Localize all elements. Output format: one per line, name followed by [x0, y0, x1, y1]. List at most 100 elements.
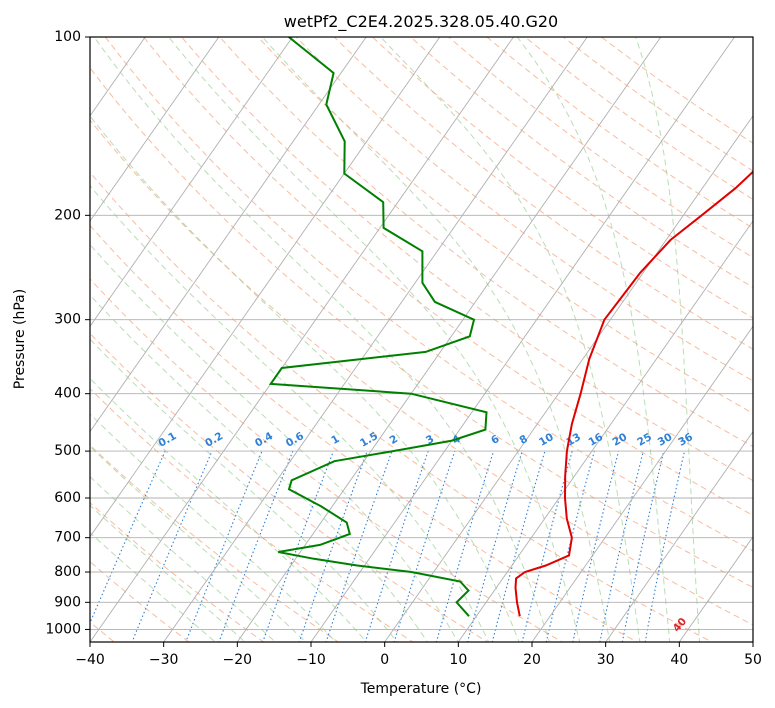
moist-adiabat-line	[90, 445, 307, 642]
dry-adiabats	[90, 37, 753, 642]
dry-adiabat-line	[90, 388, 414, 642]
dry-adiabat-line	[409, 37, 753, 289]
y-axis-label: Pressure (hPa)	[12, 289, 28, 389]
dry-adiabat-line	[447, 37, 753, 259]
dry-adiabat-line	[90, 444, 340, 642]
mixing-ratio-line	[466, 450, 523, 642]
temperature-profile-line	[514, 170, 753, 617]
x-tick-label: −10	[296, 652, 326, 668]
moist-adiabat-line	[90, 504, 246, 642]
mixing-ratio-line	[393, 450, 456, 642]
isotherm-line	[90, 37, 441, 538]
y-tick-label: 200	[54, 207, 81, 223]
moist-adiabat-line	[90, 413, 337, 642]
isotherm-line	[605, 430, 753, 642]
dry-adiabat-line	[90, 502, 265, 642]
mixing-ratio-lines	[90, 450, 686, 642]
dry-adiabat-line	[90, 119, 753, 626]
y-tick-label: 900	[54, 594, 81, 610]
dry-adiabat-line	[90, 278, 564, 642]
mixing-ratio-label: 0.1	[156, 430, 178, 450]
moist-adiabats	[90, 37, 701, 642]
sounding-series	[268, 37, 753, 617]
moist-adiabat-line	[168, 37, 581, 642]
isotherm-line	[90, 37, 293, 328]
dry-adiabat-line	[90, 560, 190, 642]
mixing-ratio-label: 1	[329, 433, 341, 447]
dry-adiabat-line	[333, 37, 753, 350]
isotherm-line	[678, 535, 753, 642]
mixing-ratio-label: 36	[676, 431, 695, 449]
isotherm-line	[0, 37, 72, 642]
moist-adiabat-line	[90, 243, 459, 642]
y-tick-label: 500	[54, 443, 81, 459]
mixing-ratio-label: 8	[518, 433, 530, 447]
dry-adiabat-line	[371, 37, 753, 319]
moist-adiabat-line	[90, 377, 367, 642]
y-tick-label: 1000	[45, 621, 81, 637]
chart-title: wetPf2_C2E4.2025.328.05.40.G20	[284, 12, 558, 32]
isotherm-line	[236, 37, 662, 642]
mixing-ratio-line	[325, 450, 393, 642]
x-tick-label: −40	[75, 652, 105, 668]
y-tick-label: 700	[54, 530, 81, 546]
x-tick-label: 40	[670, 652, 688, 668]
isotherms	[0, 37, 753, 642]
isotherm-line	[90, 37, 514, 642]
mixing-ratio-label: 20	[611, 431, 630, 449]
x-tick-label: −30	[149, 652, 179, 668]
pressure-gridlines	[90, 37, 753, 630]
x-tick-label: 50	[744, 652, 762, 668]
mixing-ratio-line	[298, 450, 368, 642]
x-tick-label: −20	[223, 652, 253, 668]
moist-adiabat-line	[379, 37, 641, 642]
dry-adiabat-line	[90, 224, 639, 642]
isotherm-line	[457, 220, 753, 642]
y-tick-label: 400	[54, 386, 81, 402]
dry-adiabat-line	[142, 37, 753, 516]
mixing-ratio-label: 25	[635, 431, 654, 449]
isotherm-line	[90, 37, 367, 433]
dry-adiabat-line	[90, 171, 713, 642]
moist-adiabat-line	[635, 37, 701, 642]
dry-adiabat-line	[219, 37, 753, 448]
x-tick-label: 20	[523, 652, 541, 668]
mixing-ratio-label: 16	[586, 431, 605, 449]
mixing-ratio-label: 6	[489, 433, 501, 447]
x-tick-label: 30	[597, 652, 615, 668]
moist-adiabat-line	[90, 476, 276, 642]
y-tick-label: 100	[54, 29, 81, 45]
y-tick-label: 800	[54, 564, 81, 580]
moist-adiabat-line	[516, 37, 671, 642]
x-tick-label: 10	[449, 652, 467, 668]
dry-adiabat-line	[295, 37, 753, 382]
plot-frame	[89, 36, 754, 643]
mixing-ratio-line	[435, 450, 495, 642]
dry-adiabat-line	[90, 332, 489, 642]
mixing-ratio-line	[131, 450, 213, 642]
dry-adiabat-line	[524, 37, 753, 200]
moist-adiabat-line	[93, 37, 550, 642]
x-axis-label: Temperature (°C)	[360, 681, 482, 697]
mixing-ratio-label: 0.2	[203, 430, 225, 450]
moist-adiabat-line	[90, 531, 216, 642]
y-tick-label: 300	[54, 312, 81, 328]
isotherm-line	[90, 37, 220, 222]
y-axis: 100 200 300 400 500 600 700 800 900 1000	[45, 29, 90, 637]
isotherm-line	[310, 37, 735, 642]
mixing-ratio-line	[262, 450, 334, 642]
moist-adiabat-line	[90, 338, 398, 642]
moist-adiabat-line	[90, 184, 490, 642]
isotherm-line	[752, 641, 753, 642]
moist-adiabat-line	[261, 37, 611, 642]
dewpoint-profile-line	[268, 37, 488, 617]
isotherm-line	[163, 37, 588, 642]
isotherm-line	[384, 115, 753, 642]
mixing-ratio-label: 0.6	[284, 430, 306, 450]
isotherm-line	[531, 325, 753, 642]
x-axis: −40 −30 −20 −10 0 10 20 30 40 50	[75, 642, 762, 668]
dry-adiabat-line	[90, 67, 753, 588]
x-tick-label: 0	[380, 652, 389, 668]
dry-adiabat-line	[257, 37, 753, 414]
